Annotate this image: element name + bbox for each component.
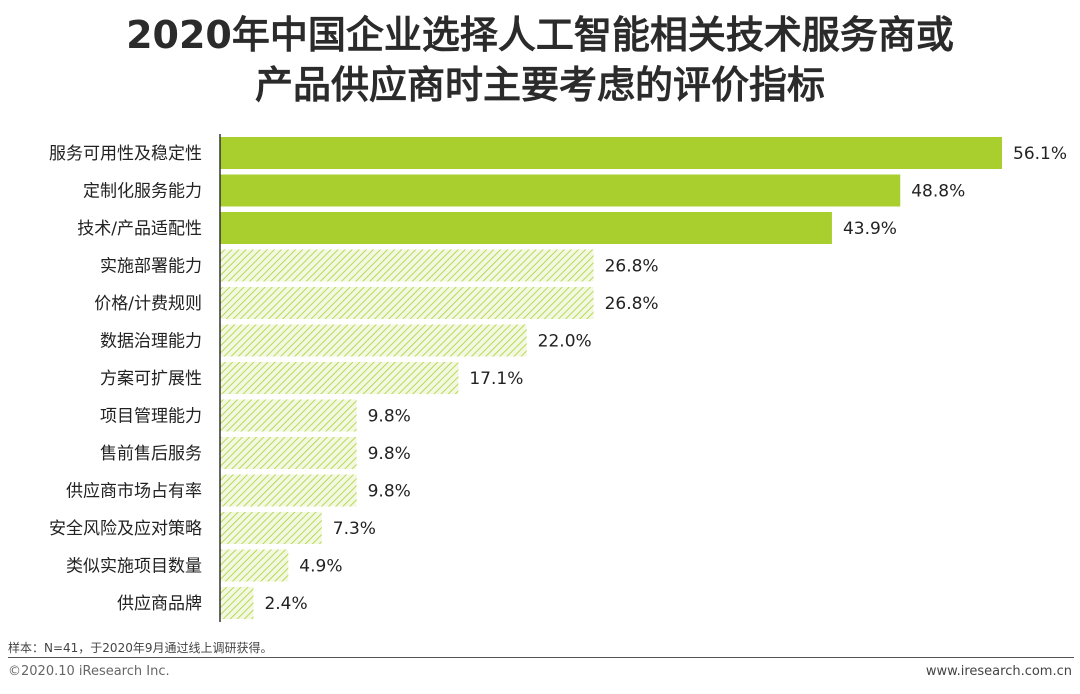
category-label: 方案可扩展性 bbox=[100, 369, 202, 389]
bar bbox=[220, 174, 901, 207]
chart-title-line-2: 产品供应商时主要考虑的评价指标 bbox=[254, 63, 825, 107]
category-label: 安全风险及应对策略 bbox=[49, 519, 202, 539]
category-label: 实施部署能力 bbox=[100, 257, 202, 277]
copyright-text: ©2020.10 iResearch Inc. bbox=[8, 664, 170, 679]
bars-group bbox=[220, 137, 1002, 619]
bar bbox=[220, 474, 357, 507]
category-label: 供应商市场占有率 bbox=[66, 482, 202, 502]
category-label: 类似实施项目数量 bbox=[66, 557, 202, 577]
value-label: 2.4% bbox=[264, 594, 307, 614]
category-label: 定制化服务能力 bbox=[83, 182, 202, 202]
bar bbox=[220, 137, 1002, 169]
chart-title: 2020年中国企业选择人工智能相关技术服务商或 产品供应商时主要考虑的评价指标 bbox=[0, 10, 1080, 110]
website-link[interactable]: www.iresearch.com.cn bbox=[925, 664, 1072, 679]
category-label: 数据治理能力 bbox=[100, 332, 202, 352]
bar bbox=[220, 512, 322, 544]
category-label: 供应商品牌 bbox=[117, 594, 202, 614]
category-label: 技术/产品适配性 bbox=[77, 219, 202, 239]
bar bbox=[220, 362, 459, 394]
bar bbox=[220, 437, 357, 469]
bar bbox=[220, 212, 832, 244]
value-label: 26.8% bbox=[605, 294, 659, 314]
bar bbox=[220, 587, 254, 619]
value-label: 22.0% bbox=[538, 332, 592, 352]
value-label: 4.9% bbox=[299, 557, 342, 577]
bar bbox=[220, 399, 357, 432]
value-label: 9.8% bbox=[368, 444, 411, 464]
value-label: 9.8% bbox=[368, 482, 411, 502]
bar bbox=[220, 287, 594, 319]
bar bbox=[220, 249, 594, 282]
value-label: 43.9% bbox=[843, 219, 897, 239]
value-label: 9.8% bbox=[368, 407, 411, 427]
category-label: 价格/计费规则 bbox=[94, 294, 202, 314]
value-labels-group: 56.1% 48.8% 43.9% 26.8% 26.8% 22.0% 17.1% 9.8% 9… bbox=[264, 144, 1067, 614]
footer-divider bbox=[8, 657, 1074, 658]
value-label: 48.8% bbox=[911, 182, 965, 202]
bar bbox=[220, 324, 527, 357]
value-label: 56.1% bbox=[1013, 144, 1067, 164]
sample-note: 样本：N=41，于2020年9月通过线上调研获得。 bbox=[8, 641, 273, 655]
chart-title-line-1: 2020年中国企业选择人工智能相关技术服务商或 bbox=[126, 13, 954, 57]
category-label: 售前售后服务 bbox=[100, 444, 202, 464]
category-labels-group: 服务可用性及稳定性定制化服务能力技术/产品适配性实施部署能力价格/计费规则数据治… bbox=[49, 144, 202, 614]
category-label: 服务可用性及稳定性 bbox=[49, 144, 202, 164]
value-label: 17.1% bbox=[469, 369, 523, 389]
bar bbox=[220, 549, 289, 582]
value-label: 7.3% bbox=[333, 519, 376, 539]
value-label: 26.8% bbox=[605, 257, 659, 277]
category-label: 项目管理能力 bbox=[100, 407, 202, 427]
